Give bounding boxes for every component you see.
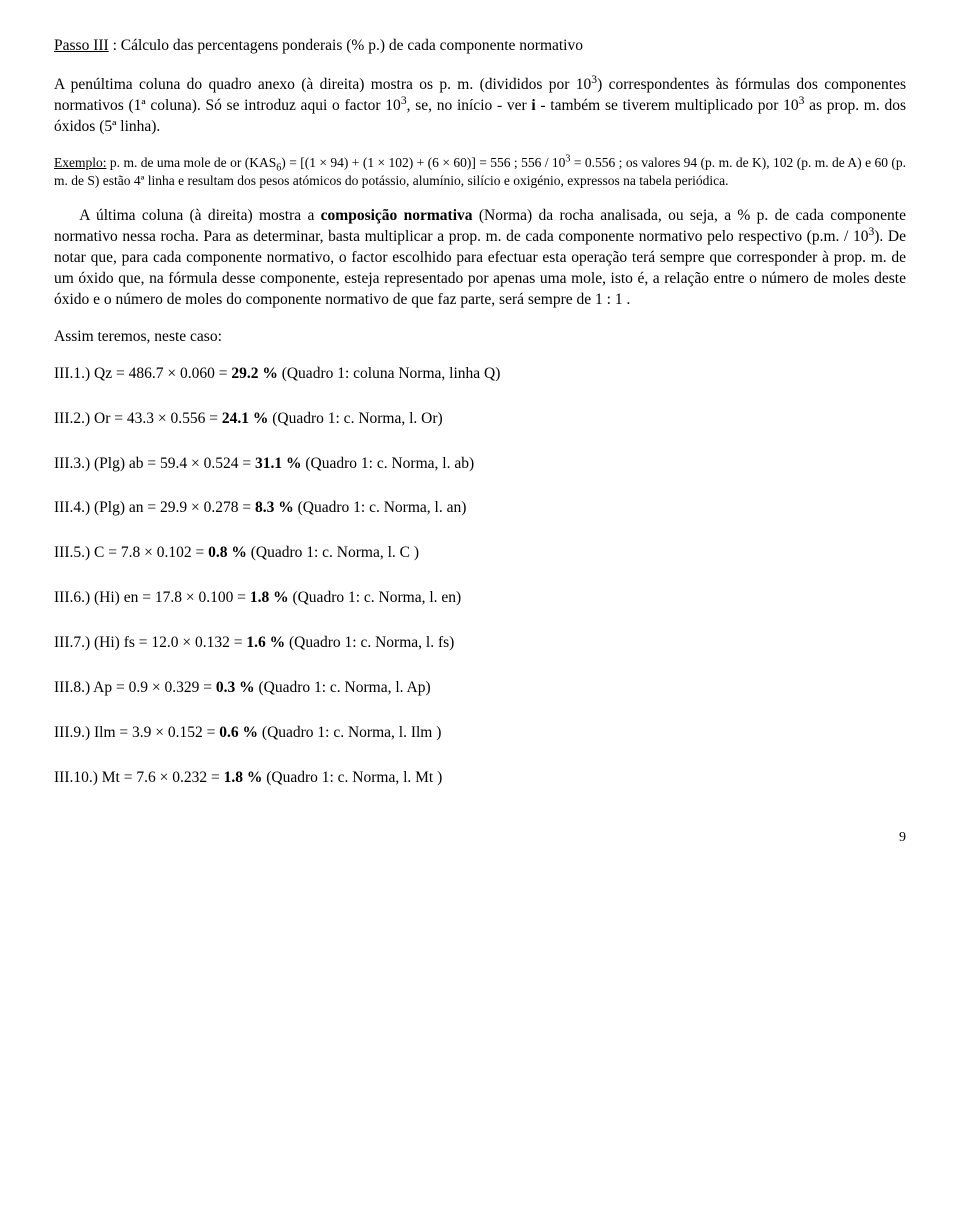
paragraph-2: A última coluna (à direita) mostra a com… — [54, 206, 906, 311]
exemplo-b: ) = [(1 × 94) + (1 × 102) + (6 × 60)] = … — [281, 155, 565, 170]
exemplo-label: Exemplo: — [54, 155, 107, 170]
section-heading: Passo III : Cálculo das percentagens pon… — [54, 36, 906, 57]
items-list: III.1.) Qz = 486.7 × 0.060 = 29.2 % (Qua… — [54, 364, 906, 789]
list-item: III.5.) C = 7.8 × 0.102 = 0.8 % (Quadro … — [54, 543, 906, 564]
list-item: III.6.) (Hi) en = 17.8 × 0.100 = 1.8 % (… — [54, 588, 906, 609]
exemplo-paragraph: Exemplo: p. m. de uma mole de or (KAS6) … — [54, 154, 906, 190]
list-item: III.4.) (Plg) an = 29.9 × 0.278 = 8.3 % … — [54, 498, 906, 519]
list-item: III.3.) (Plg) ab = 59.4 × 0.524 = 31.1 %… — [54, 454, 906, 475]
p2-a: A última coluna (à direita) mostra a — [79, 207, 320, 224]
p1-c: , se, no início - ver — [407, 97, 532, 114]
assim-line: Assim teremos, neste caso: — [54, 327, 906, 348]
p1-d: - também se tiverem multiplicado por 10 — [536, 97, 799, 114]
list-item: III.1.) Qz = 486.7 × 0.060 = 29.2 % (Qua… — [54, 364, 906, 385]
heading-label: Passo III — [54, 37, 109, 54]
list-item: III.10.) Mt = 7.6 × 0.232 = 1.8 % (Quadr… — [54, 768, 906, 789]
p1-a: A penúltima coluna do quadro anexo (à di… — [54, 76, 591, 93]
p2-b-bold: composição normativa — [321, 207, 473, 224]
list-item: III.8.) Ap = 0.9 × 0.329 = 0.3 % (Quadro… — [54, 678, 906, 699]
list-item: III.2.) Or = 43.3 × 0.556 = 24.1 % (Quad… — [54, 409, 906, 430]
paragraph-1: A penúltima coluna do quadro anexo (à di… — [54, 75, 906, 138]
page-number: 9 — [54, 829, 906, 848]
heading-rest: : Cálculo das percentagens ponderais (% … — [109, 37, 583, 54]
exemplo-a: p. m. de uma mole de or (KAS — [107, 155, 277, 170]
list-item: III.9.) Ilm = 3.9 × 0.152 = 0.6 % (Quadr… — [54, 723, 906, 744]
list-item: III.7.) (Hi) fs = 12.0 × 0.132 = 1.6 % (… — [54, 633, 906, 654]
